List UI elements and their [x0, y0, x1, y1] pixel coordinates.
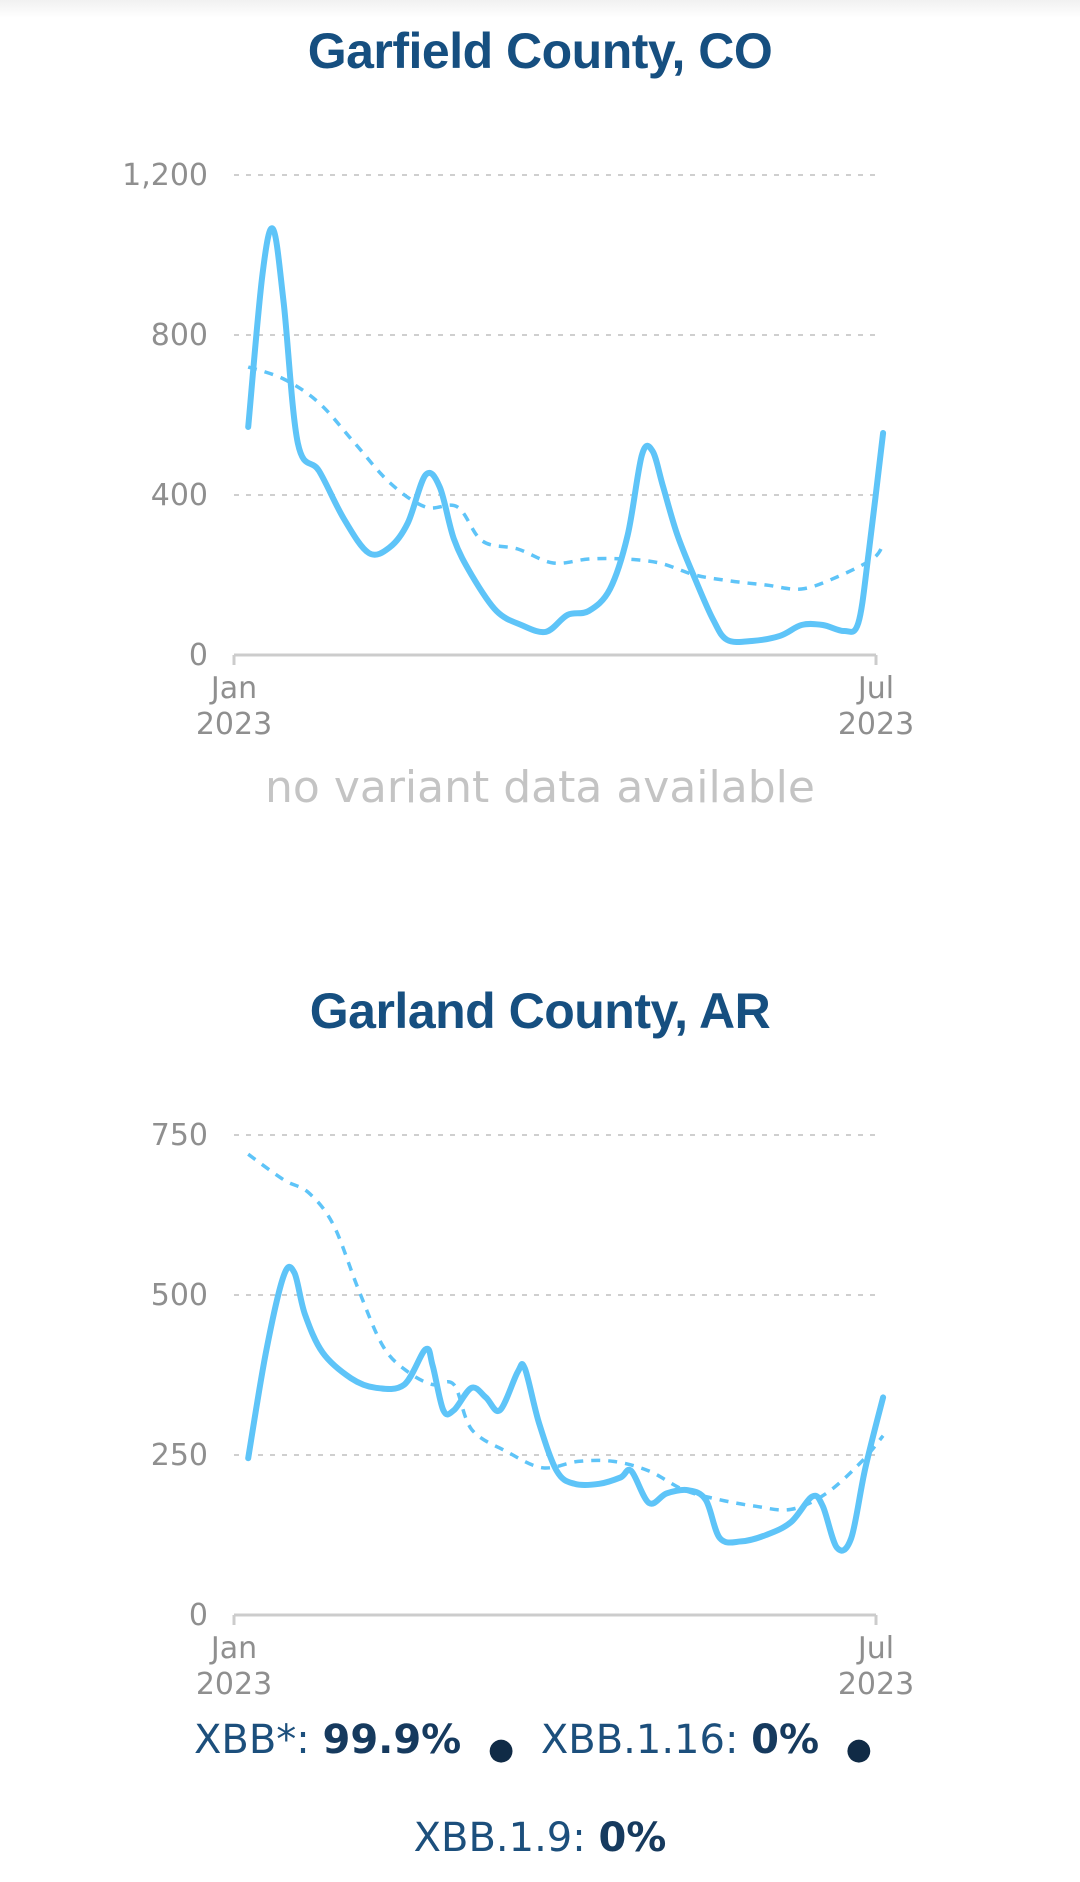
variant-name: XBB.1.16:: [540, 1717, 739, 1763]
chart-title: Garland County, AR: [309, 983, 771, 1039]
variant-row: XBB*: 99.9% ● XBB.1.16: 0% ●: [0, 1705, 1080, 1775]
bullet-separator: ●: [845, 1732, 872, 1767]
variant-row: XBB.1.9: 0%: [0, 1803, 1080, 1873]
series-line: [245, 1263, 887, 1554]
variant-summary: XBB*: 99.9% ● XBB.1.16: 0% ● XBB.1.9: 0%: [0, 1705, 1080, 1873]
y-tick-label: 750: [151, 1118, 208, 1153]
x-tick-label: 2023: [838, 1667, 914, 1700]
y-tick-label: 1,200: [122, 158, 208, 193]
x-tick-label: Jul: [856, 1631, 894, 1666]
average-line: [247, 1152, 885, 1512]
variant-name: XBB*:: [194, 1717, 310, 1763]
y-tick-label: 0: [189, 638, 208, 673]
y-tick-label: 250: [151, 1438, 208, 1473]
y-tick-label: 0: [189, 1598, 208, 1633]
variant-value: 0%: [751, 1717, 820, 1763]
x-tick-label: 2023: [196, 1667, 272, 1700]
variant-value: 99.9%: [322, 1717, 462, 1763]
y-tick-label: 500: [151, 1278, 208, 1313]
x-tick-label: Jan: [209, 671, 257, 706]
x-tick-label: Jul: [856, 671, 894, 706]
variant-value: 0%: [598, 1815, 667, 1861]
chart-panel-garland: Garland County, AR 0 250 500 750 Jan 2023 Jul 2…: [0, 960, 1080, 1882]
y-tick-label: 800: [151, 318, 208, 353]
x-tick-label: 2023: [196, 707, 272, 740]
series-line: [245, 225, 887, 646]
top-shadow: [0, 0, 1080, 18]
bullet-separator: ●: [487, 1732, 515, 1767]
average-line: [247, 365, 885, 592]
y-tick-label: 400: [151, 478, 208, 513]
chart-panel-garfield: Garfield County, CO 0 400 800 1,200 Jan 2023 J…: [0, 0, 1080, 813]
variant-name: XBB.1.9:: [413, 1815, 586, 1861]
x-tick-label: 2023: [838, 707, 914, 740]
chart-title: Garfield County, CO: [307, 23, 773, 79]
x-tick-label: Jan: [209, 1631, 257, 1666]
no-variant-data-message: no variant data available: [265, 762, 815, 813]
